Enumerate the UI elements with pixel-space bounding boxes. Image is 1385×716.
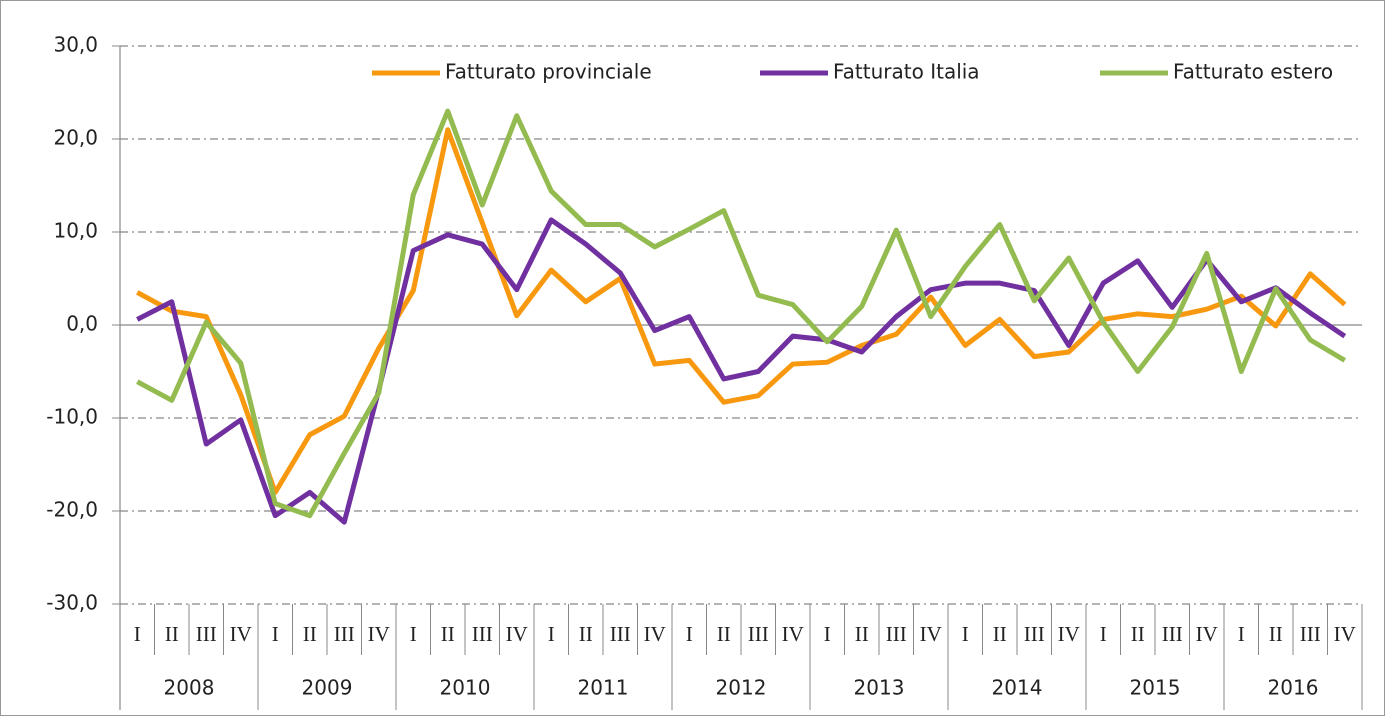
y-tick-label: -10,0: [46, 405, 98, 429]
x-tick-label: III: [886, 622, 907, 646]
x-tick-label: IV: [920, 622, 942, 646]
series-line: [136, 127, 1347, 495]
y-tick-label: 30,0: [53, 33, 98, 57]
series-line: [136, 108, 1347, 519]
legend-label: Fatturato Italia: [833, 60, 980, 84]
legend-label: Fatturato estero: [1173, 60, 1333, 84]
x-tick-label: III: [1300, 622, 1321, 646]
x-tick-label: IV: [644, 622, 666, 646]
x-tick-label: I: [824, 622, 831, 646]
x-tick-label: III: [748, 622, 769, 646]
series-line: [136, 217, 1347, 525]
x-group-label: 2015: [1130, 676, 1181, 700]
x-tick-label: III: [1024, 622, 1045, 646]
x-tick-label: IV: [1058, 622, 1080, 646]
x-tick-label: I: [548, 622, 555, 646]
x-tick-label: IV: [782, 622, 804, 646]
x-tick-label: III: [1162, 622, 1183, 646]
x-group-label: 2013: [854, 676, 905, 700]
x-tick-label: II: [717, 622, 731, 646]
x-tick-label: II: [1269, 622, 1283, 646]
x-group-label: 2014: [992, 676, 1043, 700]
x-tick-label: I: [686, 622, 693, 646]
y-tick-label: -30,0: [46, 591, 98, 615]
x-group-label: 2011: [578, 676, 629, 700]
x-tick-label: IV: [506, 622, 528, 646]
x-tick-label: IV: [230, 622, 252, 646]
x-tick-label: II: [993, 622, 1007, 646]
x-tick-label: III: [196, 622, 217, 646]
x-tick-label: I: [1238, 622, 1245, 646]
x-group-label: 2010: [440, 676, 491, 700]
x-tick-label: I: [272, 622, 279, 646]
x-tick-label: I: [410, 622, 417, 646]
x-tick-label: I: [1100, 622, 1107, 646]
x-group-label: 2008: [164, 676, 215, 700]
x-tick-label: IV: [1334, 622, 1356, 646]
legend-label: Fatturato provinciale: [445, 60, 652, 84]
x-tick-label: I: [962, 622, 969, 646]
x-tick-label: I: [134, 622, 141, 646]
x-tick-label: III: [334, 622, 355, 646]
x-tick-label: II: [1131, 622, 1145, 646]
x-group-label: 2016: [1268, 676, 1319, 700]
x-group-label: 2012: [716, 676, 767, 700]
y-tick-label: 10,0: [53, 219, 98, 243]
y-tick-label: -20,0: [46, 498, 98, 522]
x-tick-label: II: [855, 622, 869, 646]
x-tick-label: II: [303, 622, 317, 646]
y-tick-label: 20,0: [53, 126, 98, 150]
x-tick-label: II: [579, 622, 593, 646]
y-tick-label: 0,0: [66, 312, 98, 336]
x-tick-label: IV: [368, 622, 390, 646]
x-group-label: 2009: [302, 676, 353, 700]
x-tick-label: III: [472, 622, 493, 646]
x-tick-label: III: [610, 622, 631, 646]
x-tick-label: II: [441, 622, 455, 646]
x-tick-label: IV: [1196, 622, 1218, 646]
x-tick-label: II: [165, 622, 179, 646]
